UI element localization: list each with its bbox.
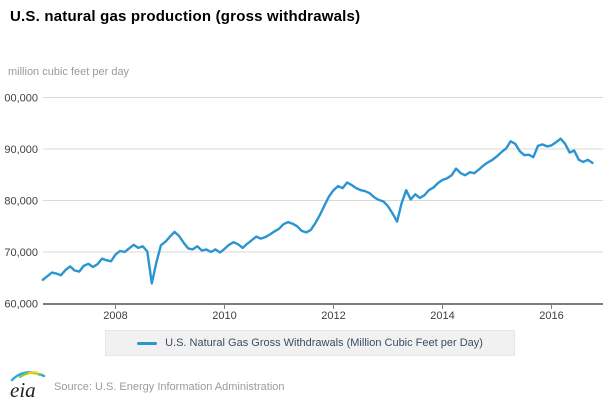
- legend-label: U.S. Natural Gas Gross Withdrawals (Mill…: [165, 337, 483, 349]
- y-tick-label: 60,000: [4, 299, 38, 311]
- x-tick-label: 2014: [430, 310, 454, 322]
- y-tick-label: 80,000: [4, 196, 38, 208]
- x-tick-label: 2016: [539, 310, 563, 322]
- page-title: U.S. natural gas production (gross withd…: [10, 8, 361, 25]
- y-tick-label: 70,000: [4, 247, 38, 259]
- source-text: Source: U.S. Energy Information Administ…: [54, 381, 285, 393]
- eia-logo: eia: [10, 371, 46, 400]
- x-tick-label: 2008: [103, 310, 127, 322]
- y-tick-label: 00,000: [4, 93, 38, 105]
- eia-logo-yellow-arc: [27, 371, 39, 375]
- legend-line-swatch: [137, 341, 158, 345]
- y-axis-unit-label: million cubic feet per day: [8, 66, 130, 78]
- y-tick-label: 90,000: [4, 144, 38, 156]
- eia-logo-text: eia: [10, 378, 36, 400]
- legend: U.S. Natural Gas Gross Withdrawals (Mill…: [105, 330, 515, 356]
- x-tick-label: 2012: [321, 310, 345, 322]
- x-tick-label: 2010: [212, 310, 236, 322]
- data-series-line: [41, 137, 594, 285]
